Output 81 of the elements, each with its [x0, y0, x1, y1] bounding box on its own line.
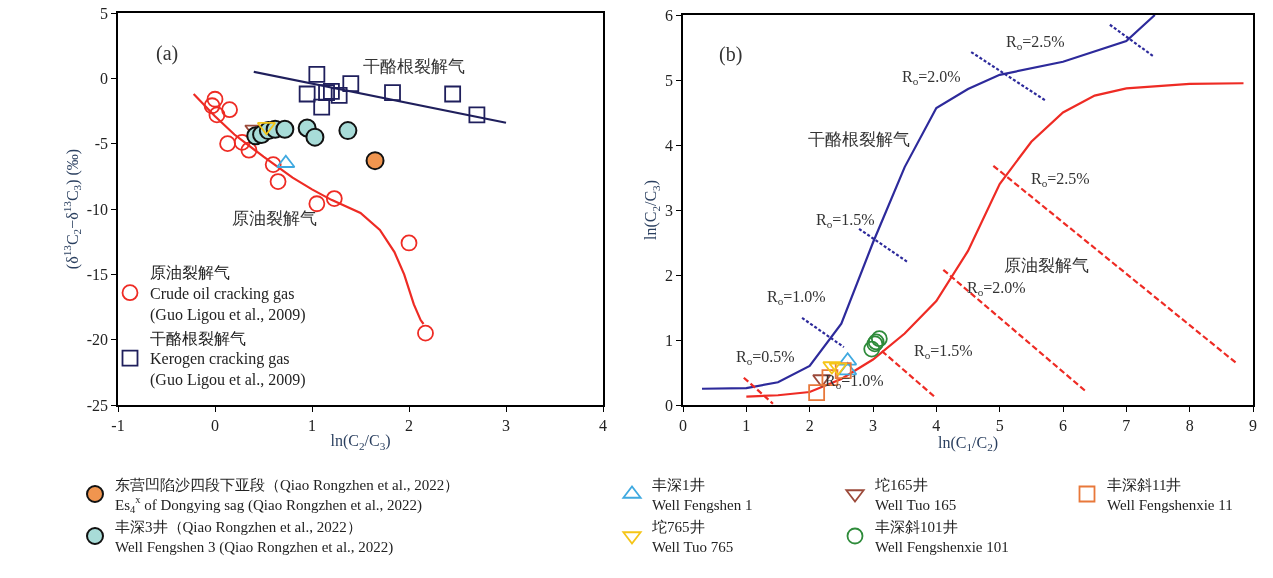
legend-label: 坨165井 Well Tuo 165 [874, 477, 957, 513]
point [305, 127, 325, 147]
y-tick-label: -15 [86, 265, 109, 283]
point [365, 151, 385, 171]
point [203, 97, 221, 115]
x-tick-label: 1 [742, 416, 751, 434]
annotation: R$_{o}$=2.0% [967, 279, 1026, 299]
y-tick-label: 2 [665, 266, 674, 284]
annotation: R$_{o}$=2.5% [1031, 170, 1090, 190]
point [384, 84, 401, 102]
y-tick-label: 3 [665, 201, 674, 219]
y-tick-label: -20 [86, 331, 109, 349]
x-tick-label: 5 [995, 416, 1004, 434]
x-tick-label: 8 [1185, 416, 1194, 434]
x-tick-label: 3 [502, 416, 510, 434]
point [275, 119, 295, 139]
y-tick-label: 0 [665, 396, 674, 414]
point [298, 85, 316, 103]
x-tick-label: 2 [405, 416, 413, 434]
y-tick-label: 6 [665, 6, 674, 24]
annotation: R$_{o}$=0.5% [736, 348, 795, 368]
legend-label: 丰深3井（Qiao Rongzhen et al., 2022） Well Fengshen 3 (Qiao Rongzhen et al., 2022) [115, 519, 394, 556]
point [417, 324, 434, 342]
annotation: R$_{o}$=1.0% [767, 288, 826, 308]
y-tick-label: 5 [665, 71, 674, 89]
point [206, 90, 224, 108]
annotation: 干酪根裂解气 [808, 130, 910, 149]
annotation: R$_{o}$=1.5% [816, 211, 875, 231]
point [233, 133, 251, 151]
point [325, 190, 343, 207]
legend-label: 东营凹陷沙四段下亚段（Qiao Rongzhen et al., 2022） Es$_{4}$$^{x}$ of Dongying sag (Qiao Rongzhen et al., 2022) [115, 477, 460, 515]
x-tick-label: 2 [805, 416, 814, 434]
point [240, 141, 258, 159]
point [323, 83, 340, 100]
annotation: R$_{o}$=2.5% [1006, 33, 1065, 53]
y-tick-label: 5 [100, 4, 109, 22]
point [444, 85, 462, 103]
x-axis-title: ln(C$_{2}$/C$_{3}$) [330, 432, 391, 452]
point [264, 156, 282, 173]
point [308, 66, 326, 83]
point [330, 86, 348, 104]
point [400, 234, 418, 252]
point [269, 173, 287, 190]
y-tick-label: 1 [665, 331, 674, 349]
x-tick-label: -1 [111, 416, 125, 434]
x-tick-label: 0 [679, 416, 687, 434]
y-tick-label: 0 [100, 69, 109, 87]
annotation: R$_{o}$=2.0% [902, 68, 961, 88]
legend-label: 丰深斜101井 Well Fengshenxie 101 [875, 519, 1009, 555]
annotation: R$_{o}$=1.5% [914, 342, 973, 362]
x-tick-label: 9 [1249, 416, 1257, 434]
annotation: (b) [719, 43, 743, 66]
y-tick-label: -5 [94, 135, 109, 153]
annotation: 原油裂解气 [232, 209, 317, 228]
x-tick-label: 3 [869, 416, 877, 434]
point [342, 75, 360, 92]
x-axis-title: ln(C$_{1}$/C$_{2}$) [937, 433, 999, 454]
legend-label: 原油裂解气 Crude oil cracking gas (Guo Ligou et al., 2009) [150, 264, 306, 324]
legend-label: 干酪根裂解气 Kerogen cracking gas (Guo Ligou et al., 2009) [150, 329, 306, 390]
y-tick-label: -25 [86, 396, 109, 414]
legend-label: 丰深斜11井 Well Fengshenxie 11 [1107, 477, 1233, 513]
line-series [700, 15, 1156, 390]
annotation: 干酪根裂解气 [363, 57, 465, 76]
x-tick-label: 6 [1059, 416, 1067, 434]
point [313, 98, 331, 116]
y-tick-label: 4 [665, 136, 674, 154]
annotation: (a) [156, 42, 179, 65]
point [338, 121, 358, 141]
annotation: 原油裂解气 [1004, 256, 1089, 275]
legend-label: 丰深1井 Well Fengshen 1 [652, 477, 753, 513]
x-tick-label: 0 [211, 416, 219, 434]
point [221, 101, 238, 119]
x-tick-label: 1 [308, 416, 316, 434]
point [468, 106, 486, 124]
x-tick-label: 4 [932, 416, 941, 434]
y-tick-label: -10 [86, 200, 109, 218]
point [208, 106, 226, 124]
x-tick-label: 7 [1122, 416, 1131, 434]
legend-label: 坨765井 Well Tuo 765 [651, 519, 734, 555]
point [219, 135, 237, 153]
x-tick-label: 4 [599, 416, 607, 434]
